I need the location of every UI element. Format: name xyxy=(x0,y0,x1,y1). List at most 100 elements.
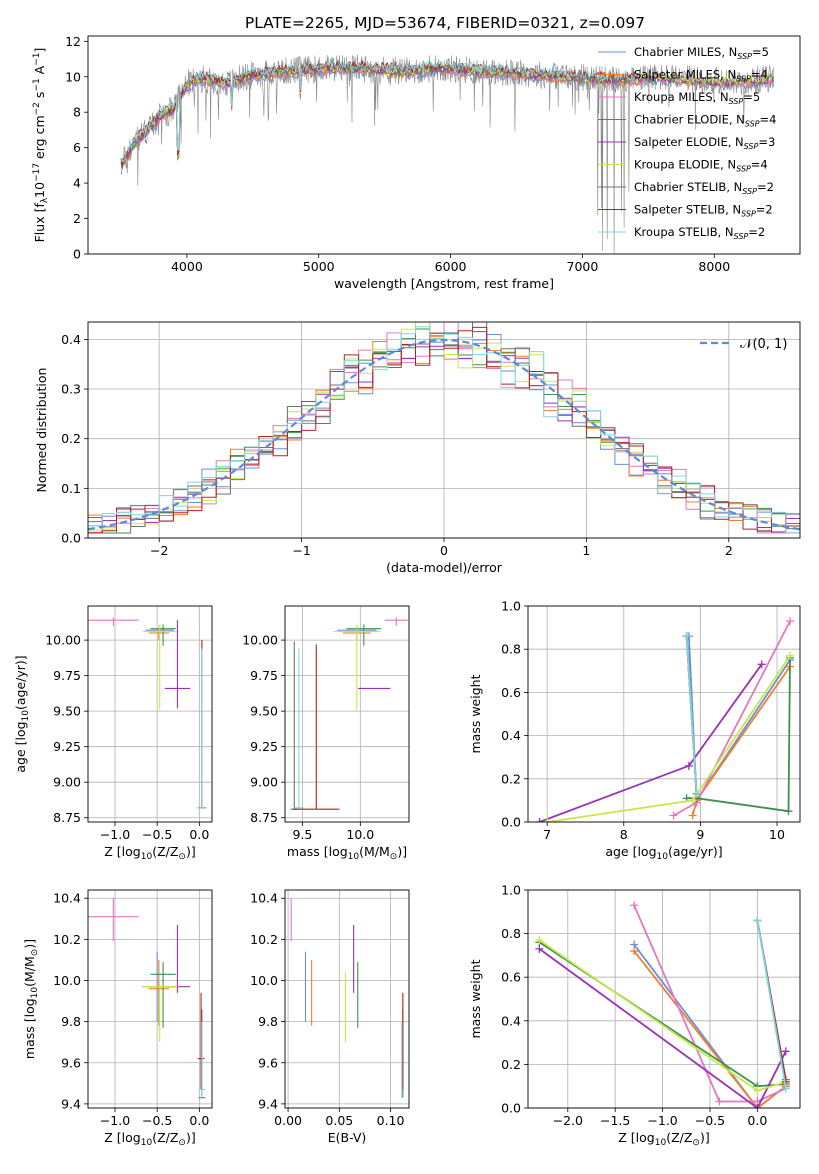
legend-label-text: Kroupa ELODIE, N xyxy=(634,158,736,172)
y-tick-label: 0.3 xyxy=(61,382,81,397)
y-axis-label: mass weight xyxy=(468,674,483,753)
y-tick-label: 0 xyxy=(73,247,81,262)
chart-spectrum: 4000 5000 6000 7000 8000 0 2 4 6 8 10 12 wavelength … xyxy=(32,34,801,291)
weight-marker xyxy=(715,1097,724,1106)
x-tick-label: 4000 xyxy=(171,259,203,274)
legend-label-text: Salpeter STELIB, N xyxy=(634,203,741,217)
x-tick-label: 10.0 xyxy=(346,827,374,842)
x-tick-label: 0.05 xyxy=(325,1113,353,1128)
weight-marker xyxy=(781,1084,790,1093)
x-tick-label: 0 xyxy=(440,543,448,558)
legend-label-text: Salpeter ELODIE, N xyxy=(634,135,744,149)
xlabel-label-text: age [log xyxy=(605,844,656,859)
grid xyxy=(528,605,800,823)
legend-label-subscript: SSP xyxy=(729,97,744,106)
x-tick-label: −0.5 xyxy=(695,1113,725,1128)
weight-marker xyxy=(684,761,693,770)
plot-area xyxy=(290,617,408,810)
residual-histogram xyxy=(88,326,800,534)
chart-mass_vs_EBV: 0.00 0.05 0.10 9.4 9.6 9.8 10.0 10.2 10.4 E(B-V) xyxy=(250,889,410,1145)
y-tick-label: 0.2 xyxy=(61,431,81,446)
legend-label-value: =2 xyxy=(757,180,774,194)
y-tick-label: 0.8 xyxy=(501,926,521,941)
legend-label-text: Salpeter MILES, N xyxy=(634,68,736,82)
grid xyxy=(88,890,212,1108)
xlabel-label-subscript: 10 xyxy=(657,852,669,862)
axes-frame xyxy=(284,605,410,823)
x-tick-label: −0.5 xyxy=(142,1113,172,1128)
y-tick-label: 10.4 xyxy=(250,891,278,906)
x-tick-label: 6000 xyxy=(435,259,467,274)
legend-label: Kroupa STELIB, NSSP=2 xyxy=(634,225,765,241)
y-tick-label: 0.1 xyxy=(61,481,81,496)
legend-label-subscript: SSP xyxy=(744,142,759,151)
weight-marker xyxy=(786,651,795,660)
x-tick-label: 10 xyxy=(769,827,785,842)
y-tick-label: 0.4 xyxy=(501,728,521,743)
y-axis-label: age [log10(age/yr)] xyxy=(13,655,31,772)
xlabel-label-end: )] xyxy=(186,844,196,859)
legend-label-subscript: SSP xyxy=(745,120,760,129)
y-tick-label: 9.6 xyxy=(258,1055,278,1070)
weight-marker xyxy=(535,944,544,953)
y-tick-label: 8.75 xyxy=(250,810,278,825)
legend-label-text: Chabrier STELIB, N xyxy=(634,180,742,194)
y-tick-label: 10.00 xyxy=(242,633,278,648)
xlabel-label-sun-subscript: ⊙ xyxy=(390,852,398,862)
x-tick-label: 1 xyxy=(582,543,590,558)
weight-line xyxy=(538,948,787,1108)
axes-frame xyxy=(87,321,801,539)
legend-label-text: Chabrier ELODIE, N xyxy=(634,113,745,127)
xlabel-label-subscript: 10 xyxy=(655,1138,667,1148)
x-tick-label: −1 xyxy=(292,543,310,558)
y-tick-label: 9.6 xyxy=(61,1055,81,1070)
x-axis-label: wavelength [Angstrom, rest frame] xyxy=(334,276,554,291)
x-tick-label: 7 xyxy=(543,827,551,842)
y-axis-label: Flux [fλ10−17 erg cm−2 s−1 A−1] xyxy=(32,48,50,243)
y-label-part: −2 xyxy=(32,102,42,115)
normal-distribution-curve xyxy=(88,338,800,531)
weight-marker xyxy=(786,617,795,626)
y-label-part: −17 xyxy=(32,163,42,182)
xlabel-label-text-2: (Z/Z xyxy=(666,1130,692,1145)
y-tick-label: 10 xyxy=(65,69,81,84)
y-tick-label: 2 xyxy=(73,211,81,226)
xlabel-label-subscript: 10 xyxy=(141,1138,153,1148)
xlabel-label-end: )] xyxy=(397,844,407,859)
legend-label-value: =4 xyxy=(751,68,768,82)
y-axis-label: mass weight xyxy=(468,959,483,1038)
x-tick-label: 0.0 xyxy=(189,1113,209,1128)
model-spectrum-line xyxy=(120,59,636,162)
legend-label: Salpeter ELODIE, NSSP=3 xyxy=(634,135,775,151)
legend-label-subscript: SSP xyxy=(736,75,751,84)
weight-marker xyxy=(630,947,639,956)
legend-label-value: =5 xyxy=(752,45,769,59)
weight-marker xyxy=(688,811,697,820)
xlabel-label-subscript: 10 xyxy=(348,852,360,862)
axes-frame xyxy=(527,889,801,1109)
y-tick-label: 10.00 xyxy=(45,633,81,648)
x-axis-label: Z [log10(Z/Z⊙)] xyxy=(104,844,195,862)
y-label-part: A xyxy=(32,65,47,78)
y-tick-label: 9.25 xyxy=(250,739,278,754)
x-tick-label: 5000 xyxy=(303,259,335,274)
y-label-part: λ xyxy=(40,197,50,203)
ylabel-label-subscript: 10 xyxy=(21,710,31,722)
y-label-part: 10 xyxy=(32,182,47,198)
y-tick-label: 0.2 xyxy=(501,1057,521,1072)
y-tick-label: 0.6 xyxy=(501,685,521,700)
grid xyxy=(285,890,409,1108)
legend-label-subscript: SSP xyxy=(742,187,757,196)
y-tick-label: 9.00 xyxy=(250,775,278,790)
chart-mass_vs_Z: −1.0 −0.5 0.09.49.69.810.010.210.4Z [log10… xyxy=(22,889,213,1148)
x-axis-label: (data-model)/error xyxy=(386,560,503,575)
xlabel-label-text-2: (M/M xyxy=(359,844,390,859)
weight-marker xyxy=(535,818,544,822)
plot-area xyxy=(88,617,207,809)
xlabel-label-text: Z [log xyxy=(104,844,140,859)
y-tick-label: 0.0 xyxy=(61,531,81,546)
y-tick-label: 4 xyxy=(73,176,81,191)
plot-area xyxy=(535,617,795,822)
